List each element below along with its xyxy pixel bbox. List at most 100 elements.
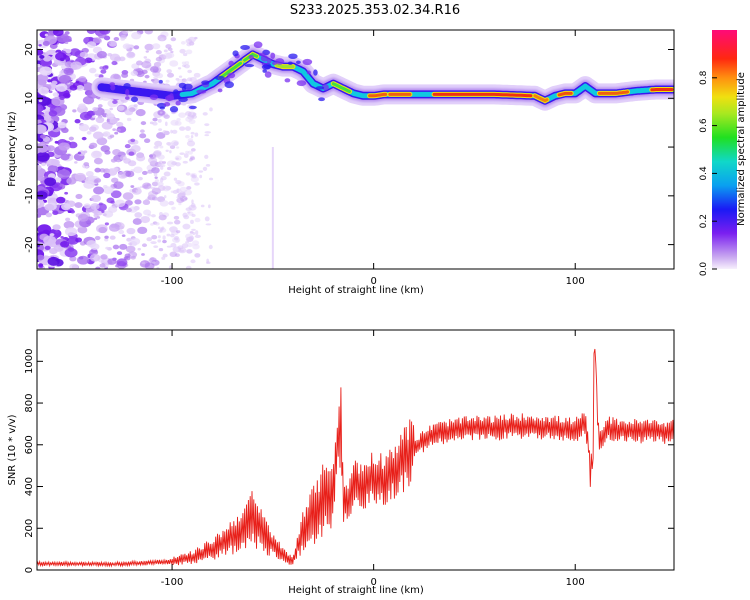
spectrogram-noise-blob	[192, 240, 200, 246]
spectrogram-noise-blob	[75, 193, 83, 200]
spectrogram-noise-blob	[187, 211, 191, 214]
spectrogram-noise-blob	[55, 83, 68, 92]
spectrogram-noise-blob	[124, 108, 134, 116]
spectrogram-noise-blob	[153, 145, 159, 149]
spectrogram-noise-blob	[182, 212, 188, 218]
spectrogram-noise-blob	[108, 223, 121, 232]
spectrogram-noise-blob	[39, 54, 45, 59]
spectrogram-noise-blob	[151, 214, 156, 218]
spectrogram-noise-blob	[169, 150, 172, 154]
spectrogram-noise-blob	[44, 177, 57, 186]
spectrogram-noise-blob	[72, 109, 77, 113]
spectrogram-noise-blob	[163, 49, 168, 53]
spectrogram-noise-blob	[144, 30, 153, 35]
spectrogram-noise-blob	[110, 158, 117, 163]
ridge-speckle	[266, 58, 272, 64]
spectrogram-noise-blob	[190, 131, 195, 135]
spectrogram-noise-blob	[81, 180, 85, 184]
spectrogram-noise-blob	[157, 34, 167, 42]
spectrogram-x-label: Height of straight line (km)	[288, 285, 424, 296]
spectrogram-noise-blob	[141, 61, 152, 69]
spectrogram-x-tick-label: -100	[161, 276, 184, 287]
spectrogram-noise-blob	[171, 206, 176, 210]
spectrogram-noise-blob	[204, 131, 211, 134]
spectrogram-noise-blob	[89, 142, 98, 149]
spectrogram-noise-blob	[70, 210, 76, 214]
spectrogram-noise-blob	[89, 248, 99, 256]
spectrogram-noise-blob	[187, 242, 193, 248]
ridge-hot-core	[432, 92, 533, 98]
spectrogram-noise-blob	[42, 40, 50, 47]
spectrogram-noise-blob	[55, 230, 59, 234]
ridge-hot-core	[275, 63, 295, 69]
ridge-speckle	[217, 88, 223, 93]
spectrogram-noise-blob	[127, 51, 135, 58]
spectrogram-noise-blob	[104, 150, 111, 155]
spectrogram-noise-blob	[190, 259, 196, 264]
colorbar-tick-label: 0.6	[699, 118, 709, 133]
spectrogram-noise-blob	[92, 37, 102, 44]
spectrogram-noise-blob	[125, 200, 133, 206]
spectrogram-noise-blob	[183, 189, 193, 196]
spectrogram-noise-blob	[165, 121, 168, 127]
ridge-speckle	[232, 50, 239, 57]
spectrogram-noise-blob	[88, 175, 95, 180]
spectrogram-noise-blob	[185, 207, 192, 211]
spectrogram-noise-blob	[175, 77, 180, 81]
spectrogram-noise-blob	[37, 86, 49, 95]
spectrogram-noise-blob	[170, 129, 173, 134]
spectrogram-noise-blob	[176, 230, 181, 234]
spectrogram-noise-blob	[204, 123, 210, 127]
spectrogram-noise-blob	[92, 150, 101, 157]
spectrogram-noise-blob	[107, 206, 118, 213]
ridge-speckle	[240, 45, 250, 50]
spectrogram-noise-blob	[191, 174, 197, 179]
spectrogram-noise-blob	[137, 176, 143, 181]
spectrogram-noise-blob	[134, 199, 142, 205]
spectrogram-noise-blob	[37, 201, 40, 206]
spectrogram-y-tick-label: -20	[24, 236, 35, 252]
spectrogram-noise-blobs	[37, 30, 214, 269]
spectrogram-noise-blob	[141, 69, 148, 75]
spectrogram-noise-blob	[64, 31, 70, 35]
spectrogram-noise-blob	[37, 124, 47, 135]
ridge-speckle	[227, 72, 236, 79]
spectrogram-noise-blob	[189, 159, 192, 162]
spectrogram-noise-blob	[116, 258, 128, 267]
spectrogram-noise-blob	[37, 63, 41, 68]
spectrogram-noise-blob	[92, 115, 96, 119]
spectrogram-noise-blob	[181, 61, 186, 65]
spectrogram-noise-blob	[60, 153, 70, 161]
spectrogram-noise-blob	[74, 202, 83, 208]
spectrogram-noise-blob	[126, 227, 136, 235]
spectrogram-noise-blob	[103, 186, 114, 195]
spectrogram-noise-blob	[41, 162, 46, 167]
spectrogram-noise-blob	[65, 217, 71, 222]
spectrogram-noise-blob	[163, 195, 167, 199]
spectrogram-noise-blob	[65, 48, 72, 54]
spectrogram-noise-blob	[81, 136, 87, 141]
spectrogram-noise-blob	[83, 81, 88, 84]
spectrogram-noise-blob	[78, 123, 90, 132]
spectrogram-noise-blob	[52, 92, 60, 97]
spectrogram-noise-blob	[159, 212, 163, 217]
spectrogram-noise-blob	[177, 67, 182, 70]
ridge-speckle	[318, 97, 325, 102]
spectrogram-noise-blob	[42, 55, 52, 62]
spectrogram-noise-blob	[154, 140, 163, 147]
spectrogram-noise-blob	[194, 253, 201, 258]
spectrogram-noise-blob	[83, 203, 91, 209]
spectrogram-noise-blob	[185, 111, 192, 116]
spectrogram-noise-blob	[124, 143, 131, 149]
spectrogram-noise-blob	[173, 177, 178, 181]
spectrogram-noise-blob	[154, 176, 158, 179]
snr-y-tick-label: 600	[24, 435, 35, 454]
ridge-speckle	[125, 88, 130, 96]
spectrogram-noise-blob	[99, 263, 106, 268]
ridge-speckle	[110, 84, 116, 91]
spectrogram-noise-blob	[57, 169, 71, 179]
spectrogram-noise-blob	[92, 131, 104, 140]
spectrogram-noise-blob	[185, 116, 193, 122]
spectrogram-noise-blob	[112, 244, 120, 250]
spectrogram-noise-blob	[159, 145, 164, 149]
